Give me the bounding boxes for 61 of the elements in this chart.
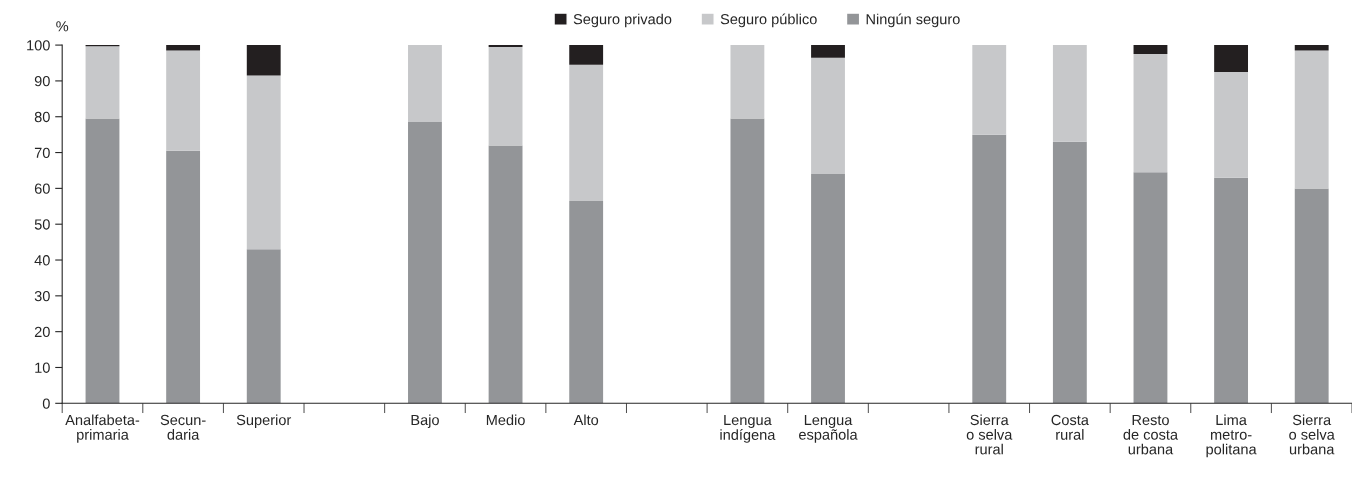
bar [730, 45, 765, 119]
bar [488, 145, 523, 404]
bar [730, 118, 765, 404]
bar [1133, 172, 1168, 404]
x-tick-label: Resto de costa urbana [1123, 414, 1179, 455]
y-tick-label: 70 [34, 147, 50, 158]
x-tick-label: Costa rural [1051, 414, 1089, 440]
x-tick-label: Medio [486, 414, 525, 426]
y-tick-label: 100 [27, 40, 50, 51]
bar [569, 200, 604, 404]
y-tick-label: 40 [34, 255, 50, 266]
bar [972, 134, 1007, 404]
bar [246, 75, 281, 250]
legend-label: Ningún seguro [866, 13, 960, 28]
x-tick-label: Lengua española [799, 414, 858, 443]
y-tick-label: 30 [34, 290, 50, 302]
legend-label: Seguro privado [573, 13, 672, 28]
x-tick-label: Superior [236, 414, 292, 429]
bar [1294, 188, 1329, 404]
bar [1133, 45, 1168, 55]
bar [1052, 141, 1087, 404]
bar [246, 45, 281, 76]
y-tick-label: 60 [34, 183, 50, 194]
bar [1052, 45, 1087, 142]
bar [246, 249, 281, 404]
x-tick-label: Lengua indígena [720, 414, 776, 443]
x-tick-label: Alto [573, 414, 599, 426]
bar [85, 46, 120, 119]
bar [166, 45, 201, 51]
bar [972, 45, 1007, 135]
bar [1294, 45, 1329, 51]
y-tick-label: 90 [34, 76, 50, 87]
bar [569, 45, 604, 65]
x-tick-label: Analfabeta- primaria [65, 414, 140, 443]
bar [1294, 50, 1329, 189]
x-tick-label: Sierra o selva rural [966, 414, 1013, 455]
y-tick-label: 50 [34, 219, 50, 230]
y-tick-label: 0 [42, 398, 50, 409]
y-tick-label: 10 [35, 362, 50, 373]
y-axis-title: % [56, 21, 69, 32]
bar [811, 174, 845, 404]
bar [488, 46, 523, 146]
bar [408, 122, 442, 404]
bar [1214, 45, 1249, 72]
bar [408, 45, 442, 123]
y-tick-label: 80 [34, 111, 50, 123]
bar [1214, 177, 1249, 404]
bar [166, 50, 201, 151]
bar [569, 64, 604, 201]
bar [1133, 54, 1168, 173]
bar [811, 45, 845, 58]
bar [166, 150, 201, 404]
x-tick-label: Lima metro- politana [1206, 414, 1257, 458]
x-tick-label: Sierra o selva urbana [1289, 414, 1335, 455]
bar [1214, 71, 1249, 178]
y-tick-label: 20 [34, 326, 50, 338]
x-tick-label: Bajo [411, 414, 439, 429]
legend-label: Seguro público [720, 13, 817, 28]
x-tick-label: Secun- daria [160, 414, 206, 440]
bar [811, 57, 845, 175]
bar [85, 118, 120, 404]
